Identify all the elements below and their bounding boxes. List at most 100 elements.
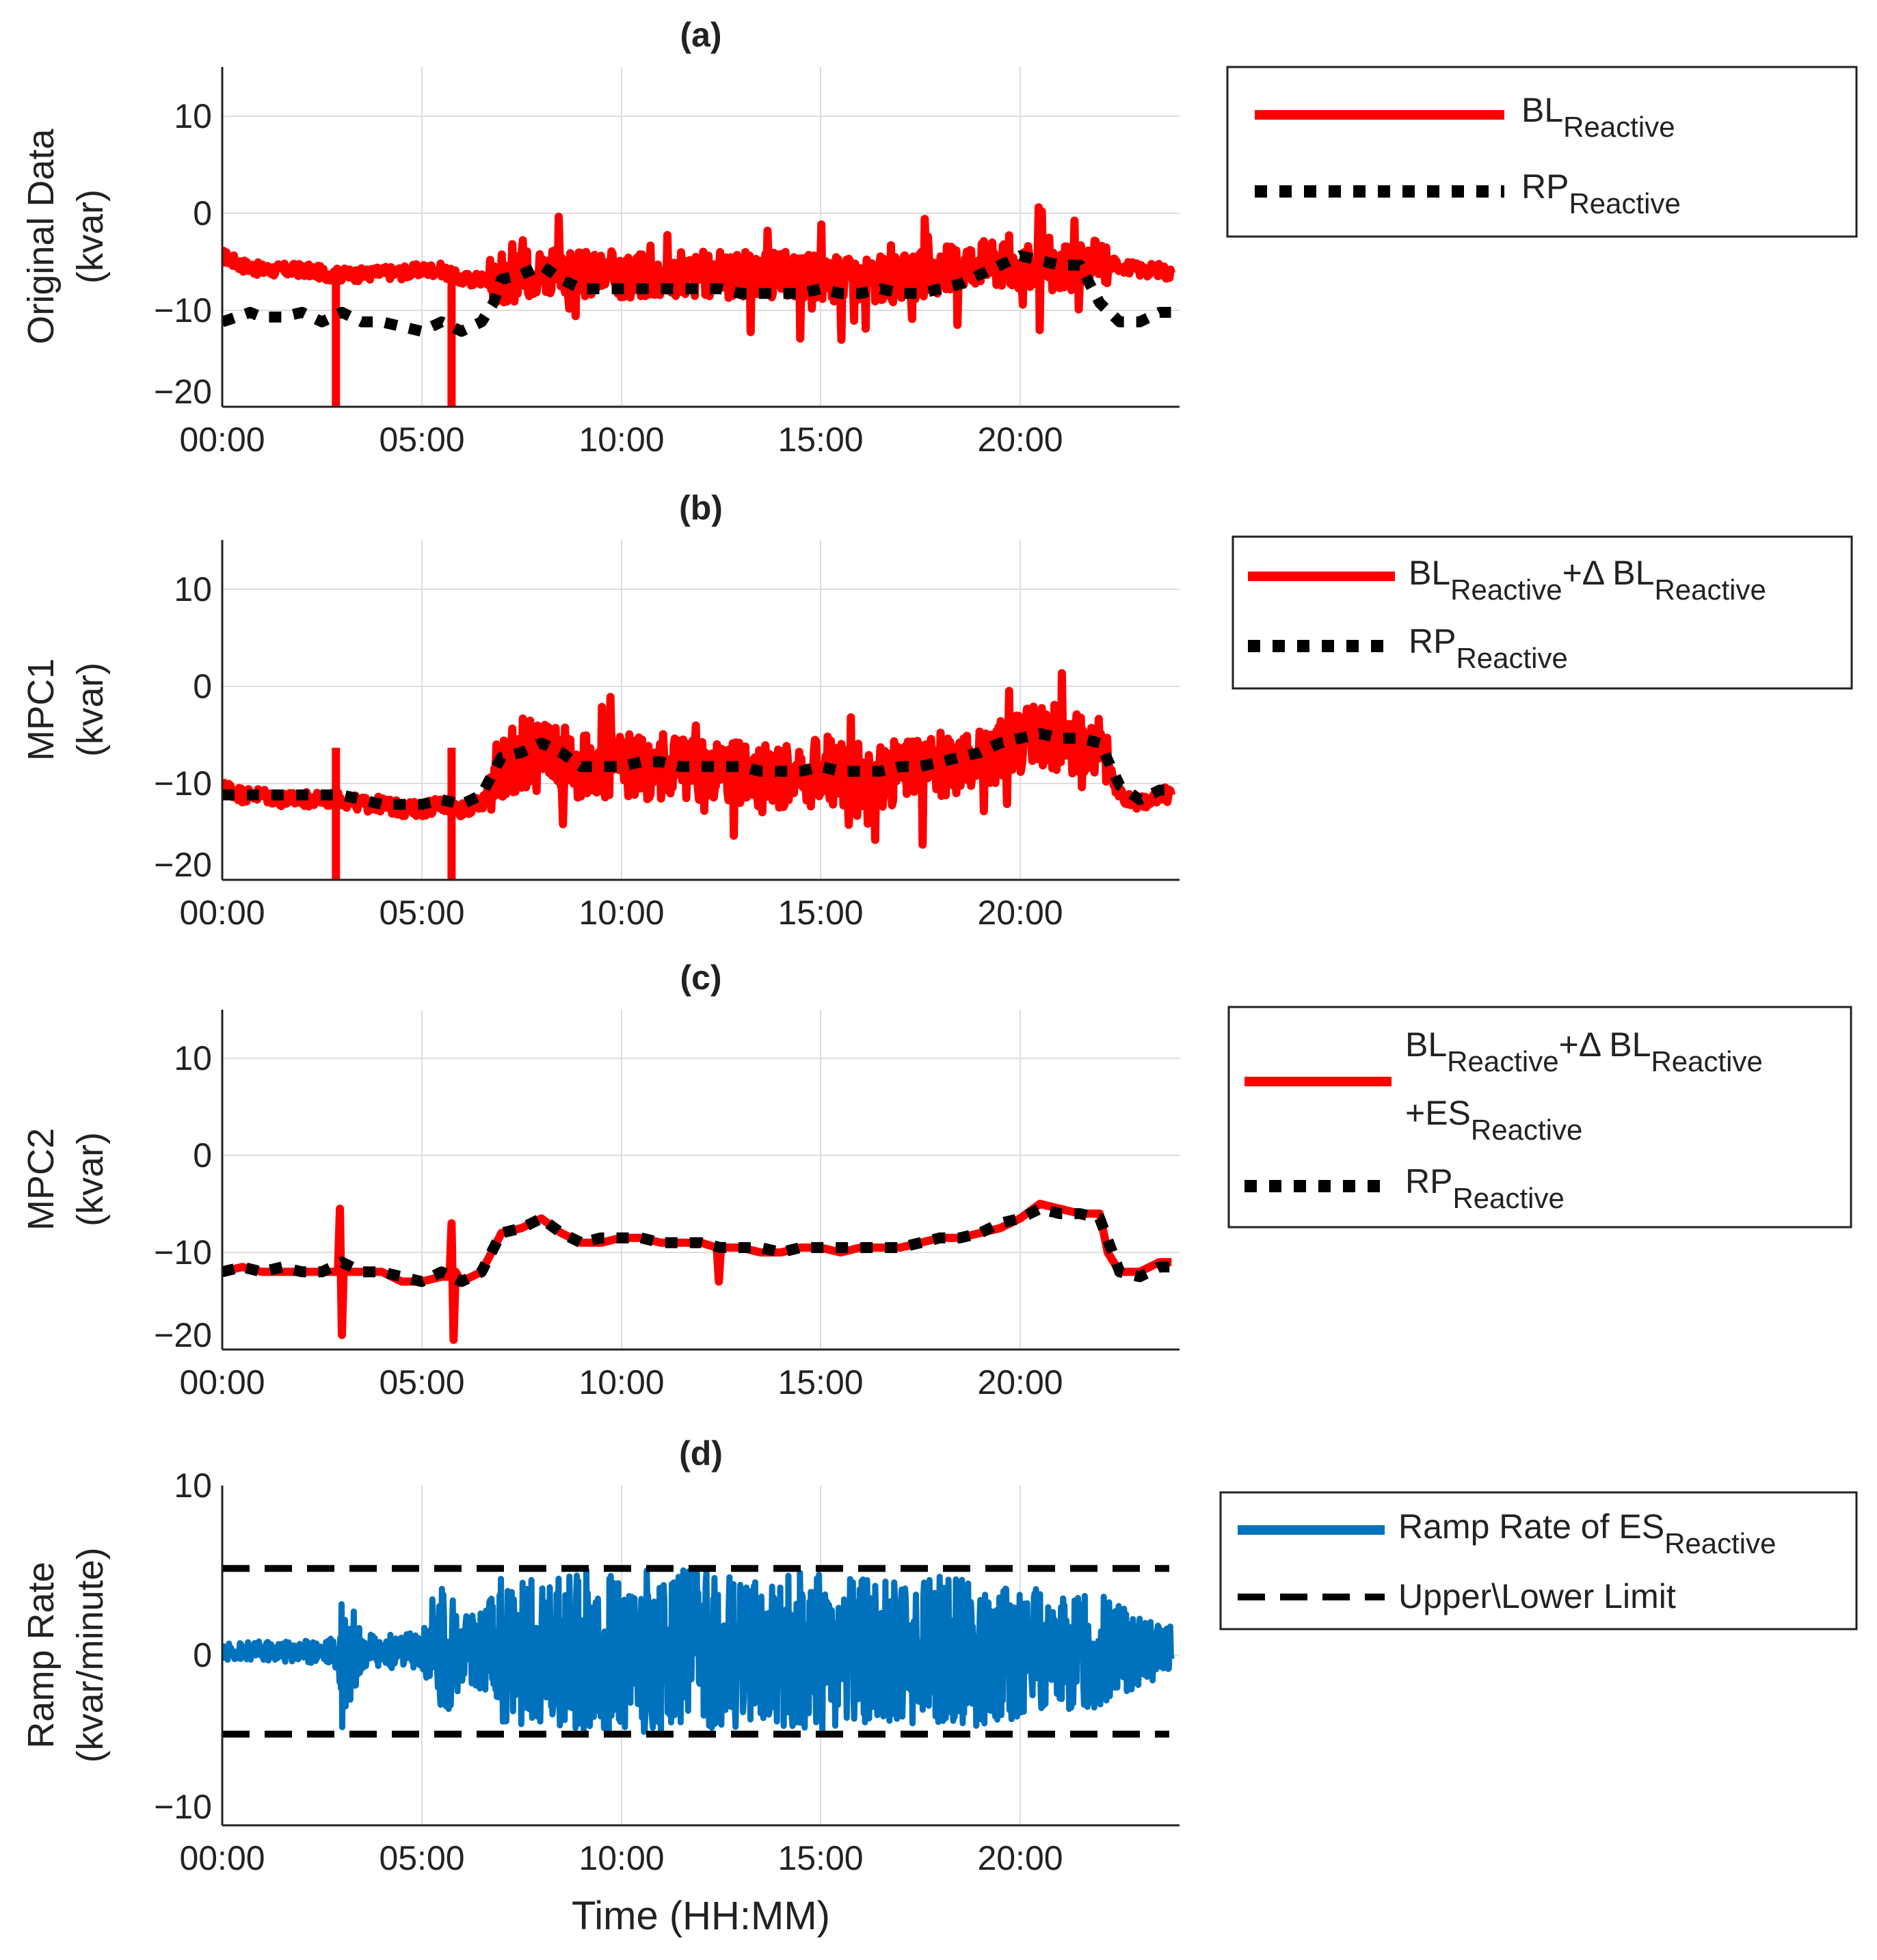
panel-b-xtick-5: 05:00 [379, 894, 464, 932]
panel-a-xtick-10: 10:00 [578, 420, 664, 459]
legend-sub: Reactive [1452, 1182, 1564, 1214]
panel-a-yticks: 10 0 −10 −20 [154, 97, 212, 411]
panel-a-xtick-20: 20:00 [977, 420, 1063, 459]
panel-a-grid [222, 67, 1180, 407]
x-axis-label: Time (HH:MM) [572, 1894, 830, 1938]
panel-c-xtick-5: 05:00 [379, 1363, 464, 1401]
panel-d-xtick-20: 20:00 [977, 1839, 1063, 1877]
panel-b-xtick-0: 00:00 [179, 894, 265, 932]
panel-d-legend-box [1219, 1491, 1858, 1630]
panel-c-xtick-15: 15:00 [777, 1363, 863, 1401]
panel-b-legend: BLReactive+Δ BLReactive RPReactive [1232, 535, 1853, 690]
panel-d-ytick-10: 10 [174, 1466, 212, 1505]
panel-b-xticks: 00:00 05:00 10:00 15:00 20:00 [179, 894, 1063, 932]
panel-a-ytick-m10: −10 [154, 291, 212, 330]
panel-c-ylabel-line1: MPC2 [21, 1128, 62, 1231]
panel-d: (d) Ramp Rate (kvar/minute) 10 0 −10 00:… [21, 1434, 1858, 1938]
panel-a-ylabel-line1: Original Data [21, 128, 62, 344]
legend-sub2: Reactive [1654, 574, 1766, 606]
panel-c-title: (c) [680, 958, 721, 997]
panel-c-xticks: 00:00 05:00 10:00 15:00 20:00 [179, 1363, 1063, 1401]
panel-d-xtick-15: 15:00 [777, 1839, 863, 1877]
panel-b-series-red [222, 669, 1176, 880]
legend-sub: Reactive [1456, 642, 1567, 674]
panel-a-ytick-0: 0 [193, 194, 212, 232]
panel-b: (b) MPC1 (kvar) 10 0 −10 −20 00:00 05:00… [21, 489, 1853, 932]
panel-a-series-red [222, 203, 1176, 407]
panel-c-xtick-0: 00:00 [179, 1363, 265, 1401]
panel-c-legend: BLReactive+Δ BLReactive +ESReactive RPRe… [1227, 1006, 1852, 1229]
panel-b-yticks: 10 0 −10 −20 [154, 570, 212, 884]
panel-c-yticks: 10 0 −10 −20 [154, 1039, 212, 1354]
panel-c-ytick-m10: −10 [154, 1233, 212, 1272]
legend-line2-sub: Reactive [1471, 1114, 1582, 1146]
panel-d-ylabel-line2: (kvar/minute) [70, 1547, 111, 1762]
panel-b-ylabel-line2: (kvar) [70, 662, 111, 757]
panel-d-xtick-0: 00:00 [179, 1839, 265, 1877]
legend-base2: +Δ BL [1559, 1025, 1651, 1064]
panel-a-ylabel-line2: (kvar) [70, 189, 111, 284]
panel-b-series-black [222, 728, 1172, 810]
panel-a-xtick-0: 00:00 [179, 420, 265, 459]
legend-sub: Reactive [1450, 574, 1562, 606]
legend-text: Ramp Rate of ES [1398, 1507, 1664, 1546]
panel-d-xticks: 00:00 05:00 10:00 15:00 20:00 [179, 1839, 1063, 1877]
panel-c-grid [222, 1010, 1180, 1350]
panel-b-legend-box [1232, 535, 1853, 690]
panel-c-ylabel-line2: (kvar) [70, 1132, 111, 1226]
panel-d-series-blue [222, 1567, 1175, 1736]
legend-sub: Reactive [1569, 187, 1680, 219]
panel-d-xtick-10: 10:00 [578, 1839, 664, 1877]
panel-b-series [222, 669, 1176, 880]
panel-d-legend-entry-2: Upper\Lower Limit [1398, 1577, 1676, 1615]
panel-a-legend-entry-1: BLReactive [1521, 91, 1675, 143]
panel-d-ylabel-line1: Ramp Rate [21, 1561, 62, 1748]
panel-b-xtick-20: 20:00 [977, 894, 1063, 932]
panel-a-xtick-15: 15:00 [777, 420, 863, 459]
legend-base: BL [1409, 554, 1450, 592]
panel-c-legend-entry-1b: +ESReactive [1405, 1094, 1582, 1146]
panel-c: (c) MPC2 (kvar) 10 0 −10 −20 00:00 05:00… [21, 958, 1852, 1401]
legend-base: RP [1409, 622, 1456, 660]
panel-c-series [222, 1200, 1172, 1344]
panel-a-title: (a) [680, 16, 721, 54]
panel-a-xtick-5: 05:00 [379, 420, 464, 459]
panel-a-ytick-10: 10 [174, 97, 212, 135]
panel-d-ytick-m10: −10 [154, 1788, 212, 1826]
panel-a-ytick-m20: −20 [154, 373, 212, 411]
panel-a-legend-entry-2: RPReactive [1521, 167, 1681, 219]
panel-c-xtick-20: 20:00 [977, 1363, 1063, 1401]
panel-c-series-black [222, 1203, 1172, 1287]
panel-b-title: (b) [679, 489, 723, 527]
panel-c-ytick-0: 0 [193, 1136, 212, 1174]
panel-b-ytick-m10: −10 [154, 764, 212, 803]
panel-d-series [222, 1565, 1175, 1738]
legend-line2-base: +ES [1405, 1094, 1471, 1132]
panel-a-xticks: 00:00 05:00 10:00 15:00 20:00 [179, 420, 1063, 459]
panel-d-yticks: 10 0 −10 [154, 1466, 212, 1826]
panel-d-xtick-5: 05:00 [379, 1839, 464, 1877]
panel-b-legend-entry-2: RPReactive [1409, 622, 1568, 674]
panel-a-legend: BLReactive RPReactive [1226, 66, 1858, 238]
panel-c-legend-entry-1a: BLReactive+Δ BLReactive [1405, 1025, 1763, 1077]
legend-sub: Reactive [1664, 1527, 1776, 1559]
panel-c-ylabel: MPC2 (kvar) [21, 1128, 111, 1231]
panel-b-xtick-10: 10:00 [578, 894, 664, 932]
legend-base: BL [1405, 1025, 1447, 1064]
panel-c-ytick-10: 10 [174, 1039, 212, 1077]
panel-a-ylabel: Original Data (kvar) [21, 128, 111, 344]
panel-b-ylabel-line1: MPC1 [21, 658, 62, 761]
legend-base: RP [1521, 167, 1569, 206]
panel-b-ytick-10: 10 [174, 570, 212, 608]
panel-a: (a) Original Data (kvar) 10 0 −10 −20 00… [21, 16, 1858, 459]
panel-b-xtick-15: 15:00 [777, 894, 863, 932]
panel-b-ytick-0: 0 [193, 667, 212, 706]
panel-d-legend: Ramp Rate of ESReactive Upper\Lower Limi… [1219, 1491, 1858, 1630]
legend-sub2: Reactive [1651, 1045, 1762, 1077]
panel-d-legend-entry-1: Ramp Rate of ESReactive [1398, 1507, 1776, 1559]
legend-base2: +Δ BL [1562, 554, 1655, 592]
panel-b-ylabel: MPC1 (kvar) [21, 658, 111, 761]
panel-c-legend-box [1227, 1006, 1852, 1229]
panel-a-series [222, 203, 1176, 407]
